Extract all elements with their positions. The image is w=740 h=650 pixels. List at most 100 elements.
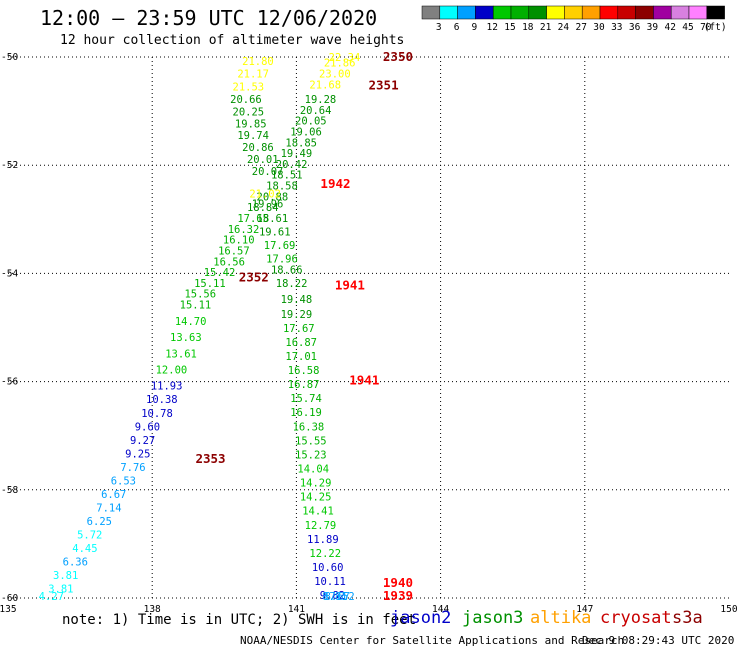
- swh-value-mark: 20.01: [247, 154, 279, 166]
- x-tick-label: 150: [720, 604, 737, 615]
- credit-line: NOAA/NESDIS Center for Satellite Applica…: [240, 634, 625, 647]
- swh-value-mark: 20.64: [300, 105, 332, 117]
- mission-label: jason3: [462, 608, 524, 628]
- pass-time-label: 1940: [383, 575, 413, 590]
- swh-value-mark: 19.06: [290, 126, 322, 138]
- swh-value-mark: 4.27: [39, 591, 64, 603]
- mission-label: jason2: [390, 608, 452, 628]
- swh-value-mark: 16.87: [285, 337, 317, 349]
- swh-value-mark: 9.60: [135, 421, 160, 433]
- swh-value-mark: 15.56: [184, 289, 216, 301]
- swh-value-mark: 19.29: [281, 309, 313, 321]
- chart-title: 12:00 – 23:59 UTC 12/06/2020: [40, 6, 378, 30]
- pass-time-label: 1939: [383, 588, 413, 603]
- swh-value-mark: 22.34: [329, 52, 361, 64]
- x-tick-label: 144: [432, 604, 449, 615]
- swh-value-mark: 16.19: [290, 407, 322, 419]
- swh-value-mark: 21.17: [237, 69, 269, 81]
- legend-swatch: [599, 5, 619, 20]
- y-tick-label: -56: [1, 377, 18, 388]
- swh-value-mark: 20.25: [233, 106, 265, 118]
- plot-axes: 135 138 141 144 147 150 -50 -52 -54 -56 -58 -60: [0, 52, 738, 615]
- legend-swatch: [617, 5, 636, 20]
- x-tick-label: 135: [0, 604, 17, 615]
- swh-value-mark: 21.80: [242, 56, 274, 68]
- legend-swatch: [492, 5, 512, 20]
- x-tick-label: 147: [576, 604, 593, 615]
- swh-value-mark: 17.67: [283, 323, 315, 335]
- swh-value-mark: 15.11: [180, 300, 212, 312]
- legend-swatch: [439, 5, 458, 20]
- legend-swatch: [581, 5, 601, 20]
- swh-value-mark: 14.04: [297, 463, 329, 475]
- swh-value-mark: 3.81: [48, 584, 73, 596]
- swh-value-mark: 15.42: [204, 267, 236, 279]
- legend-unit-label: (ft): [704, 22, 727, 33]
- swh-value-mark: 16.87: [288, 379, 320, 391]
- swh-value-mark: 17.96: [266, 254, 298, 266]
- swh-value-mark: 6.25: [87, 516, 112, 528]
- legend-bin-label: 6: [454, 22, 460, 33]
- legend-bin-label: 15: [504, 22, 515, 33]
- swh-value-mark: 7.52: [329, 591, 354, 603]
- swh-value-mark: 20.88: [257, 191, 289, 203]
- x-tick-label: 138: [144, 604, 161, 615]
- swh-value-mark: 6.53: [111, 475, 136, 487]
- swh-value-mark: 19.48: [281, 294, 313, 306]
- legend-bin-label: 9: [472, 22, 478, 33]
- swh-value-mark: 18.84: [247, 202, 279, 214]
- swh-value-mark: 12.22: [309, 548, 341, 560]
- legend-swatch: [635, 5, 654, 20]
- swh-value-mark: 16.10: [223, 235, 255, 247]
- swh-value-mark: 18.61: [257, 213, 289, 225]
- swh-value-mark: 17.69: [264, 240, 296, 252]
- footer-note: note: 1) Time is in UTC; 2) SWH is in fe…: [62, 612, 417, 628]
- color-legend: 3 6 9 12 15 18 21 24 27 30 33 36 39 42 45 70(ft): [421, 5, 727, 33]
- swh-value-mark: 12.00: [156, 364, 188, 376]
- swh-value-mark: 8.81: [322, 591, 347, 603]
- swh-value-mark: 14.25: [300, 492, 332, 504]
- swh-value-mark: 9.82: [320, 590, 345, 602]
- swh-value-mark: 4.45: [72, 543, 97, 555]
- swh-value-mark: 16.32: [228, 224, 260, 236]
- swh-value-mark: 12.79: [305, 520, 337, 532]
- pass-time-label: 2353: [195, 451, 225, 466]
- swh-value-mark: 20.42: [276, 159, 308, 171]
- swh-value-mark: 18.66: [271, 264, 303, 276]
- swh-value-mark: 6.67: [101, 489, 126, 501]
- y-tick-label: -52: [1, 160, 18, 171]
- legend-bin-label: 45: [682, 22, 693, 33]
- swh-value-mark: 7.76: [120, 462, 145, 474]
- swh-value-mark: 20.86: [242, 142, 274, 154]
- pass-time-label: 1942: [320, 176, 350, 191]
- legend-bin-label: 30: [593, 22, 605, 33]
- legend-bin-label: 18: [522, 22, 534, 33]
- swh-value-mark: 16.58: [288, 365, 320, 377]
- legend-bin-label: 33: [611, 22, 622, 33]
- legend-swatch: [653, 5, 672, 20]
- y-tick-label: -60: [1, 593, 18, 604]
- legend-bin-label: 27: [575, 22, 586, 33]
- chart-subtitle: 12 hour collection of altimeter wave hei…: [60, 33, 405, 48]
- swh-value-mark: 14.70: [175, 316, 207, 328]
- swh-value-mark: 15.11: [194, 278, 226, 290]
- legend-swatch: [564, 5, 583, 20]
- swh-value-mark: 21.02: [249, 189, 281, 201]
- swh-value-mark: 14.29: [300, 478, 332, 490]
- pass-time-label: 1941: [349, 372, 379, 387]
- swh-value-mark: 16.56: [213, 256, 245, 268]
- legend-bin-label: 21: [540, 22, 552, 33]
- swh-value-mark: 8.67: [325, 591, 350, 603]
- swh-value-mark: 18.85: [285, 137, 317, 149]
- swh-value-mark: 14.41: [302, 506, 334, 518]
- legend-swatch: [475, 5, 494, 20]
- swh-value-mark: 6.36: [63, 557, 88, 569]
- pass-time-label: 2351: [369, 77, 399, 92]
- pass-time-label: 2350: [383, 49, 413, 64]
- swh-value-mark: 21.86: [324, 58, 356, 70]
- swh-value-mark: 15.74: [290, 393, 322, 405]
- legend-swatch: [510, 5, 530, 20]
- swh-value-mark: 17.01: [285, 351, 317, 363]
